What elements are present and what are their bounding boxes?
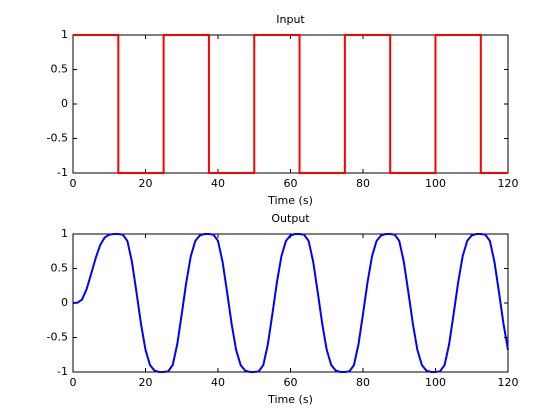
x-tick-label: 40 bbox=[211, 376, 225, 389]
y-tick-label: 0.5 bbox=[51, 63, 69, 76]
x-tick-label: 0 bbox=[70, 177, 77, 190]
x-tick-label: 80 bbox=[356, 177, 370, 190]
x-tick-label: 20 bbox=[139, 376, 153, 389]
axes-frame bbox=[72, 34, 509, 174]
y-tick-label: -1 bbox=[57, 166, 68, 179]
x-tick-label: 20 bbox=[139, 177, 153, 190]
x-tick-label: 100 bbox=[425, 177, 446, 190]
signal-line bbox=[72, 233, 509, 373]
x-tick-label: 40 bbox=[211, 177, 225, 190]
subplot-title: Output bbox=[271, 212, 310, 225]
x-tick-label: 60 bbox=[284, 177, 298, 190]
subplot-title: Input bbox=[276, 13, 305, 26]
x-tick-label: 120 bbox=[498, 376, 519, 389]
x-axis-label: Time (s) bbox=[267, 393, 313, 406]
signal-line bbox=[73, 34, 508, 174]
y-tick-label: 0 bbox=[61, 296, 68, 309]
y-tick-label: 0.5 bbox=[51, 262, 69, 275]
y-tick-label: -0.5 bbox=[47, 132, 68, 145]
x-tick-label: 80 bbox=[356, 376, 370, 389]
x-tick-label: 120 bbox=[498, 177, 519, 190]
y-tick-label: -1 bbox=[57, 365, 68, 378]
x-tick-label: 100 bbox=[425, 376, 446, 389]
x-tick-label: 60 bbox=[284, 376, 298, 389]
y-tick-label: 1 bbox=[61, 28, 68, 41]
y-tick-label: 0 bbox=[61, 97, 68, 110]
x-tick-label: 0 bbox=[70, 376, 77, 389]
y-tick-label: -0.5 bbox=[47, 331, 68, 344]
y-tick-label: 1 bbox=[61, 227, 68, 240]
x-axis-label: Time (s) bbox=[267, 194, 313, 207]
